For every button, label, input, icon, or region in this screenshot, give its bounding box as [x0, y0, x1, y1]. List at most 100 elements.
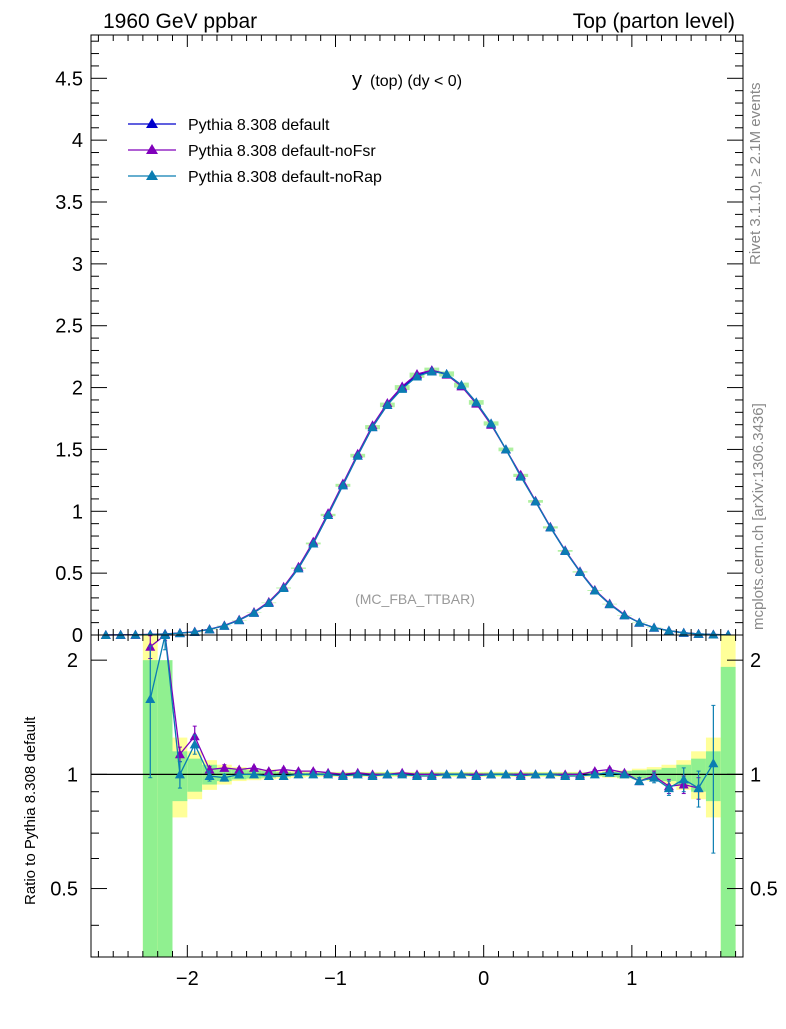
series-point [575, 566, 585, 576]
series-point [486, 418, 497, 428]
ratio-series-point [500, 769, 511, 779]
series-point [352, 450, 363, 460]
ratio-series-point [293, 769, 304, 779]
series-point [471, 397, 482, 407]
ratio-series-point [515, 771, 526, 781]
main-ytick-label: 3.5 [55, 192, 83, 214]
header-right: Top (parton level) [573, 10, 735, 33]
ratio-ytick-label-right: 0.5 [750, 879, 778, 901]
ratio-ytick-label-right: 2 [750, 650, 761, 672]
ratio-band-inner [720, 666, 736, 957]
series-point [412, 371, 422, 381]
ratio-frame [90, 634, 744, 958]
main-ytick-label: 4.5 [55, 68, 83, 90]
ratio-ytick-label: 1 [67, 764, 78, 786]
mcplots-label: mcplots.cern.ch [arXiv:1306.3436] [750, 403, 767, 630]
ratio-series-point [219, 762, 230, 772]
series-point [323, 510, 334, 519]
ratio-band-inner [142, 660, 158, 957]
xtick-label: 1 [626, 968, 637, 990]
xtick-label: −2 [176, 968, 199, 990]
ratio-series-point [412, 771, 422, 781]
ratio-series-point [337, 771, 348, 781]
legend-label: Pythia 8.308 default-noFsr [188, 143, 376, 160]
ratio-series-point [471, 771, 482, 781]
ratio-series-point [367, 771, 378, 781]
ratio-series-point [693, 783, 704, 793]
ratio-series-point [441, 769, 452, 779]
ratio-series-point [397, 769, 408, 779]
legend-label: Pythia 8.308 default-noRap [188, 169, 382, 186]
ratio-ytick-label: 0.5 [50, 879, 78, 901]
ratio-series-point [189, 739, 200, 749]
ratio-series-point [308, 769, 319, 779]
ratio-series-point [174, 769, 185, 779]
main-ytick-label: 3 [72, 254, 83, 276]
ratio-series-point [278, 764, 289, 774]
ratio-series-point [589, 769, 600, 779]
main-ytick-label: 2.5 [55, 316, 83, 338]
main-title-y: y [352, 69, 362, 91]
series-point [234, 615, 245, 625]
analysis-label: (MC_FBA_TTBAR) [355, 591, 475, 607]
series-point [189, 626, 200, 636]
ratio-series-1 [145, 630, 719, 854]
ratio-series-point [530, 769, 541, 779]
ratio-series-point [634, 776, 645, 786]
ratio-series-point [426, 771, 437, 781]
ratio-series-point [219, 772, 230, 782]
main-ytick-label: 1.5 [55, 439, 83, 461]
series-point [604, 599, 615, 609]
ratio-series-line [149, 634, 714, 789]
ratio-panel: 0.5 0.5 1 1 2 2 −2 −1 0 1 [50, 630, 778, 990]
ratio-series-point [234, 769, 245, 779]
series-point [693, 628, 704, 638]
ratio-ylabel: Ratio to Pythia 8.308 default [22, 716, 39, 905]
series-point [663, 625, 674, 635]
ratio-series-point [204, 771, 215, 781]
header-left: 1960 GeV ppbar [103, 10, 257, 33]
ratio-series-point [619, 769, 630, 779]
ratio-series-point [456, 769, 467, 779]
ratio-series-point [486, 769, 497, 779]
series-point [293, 563, 304, 573]
xtick-label: 0 [478, 968, 489, 990]
series-point [619, 610, 630, 620]
series-point [219, 620, 230, 630]
series-point [456, 380, 467, 390]
main-ytick-label: 1 [72, 501, 83, 523]
series-point [337, 480, 348, 490]
ratio-series-point [663, 783, 674, 793]
series-point [308, 538, 319, 548]
series-point [249, 607, 259, 617]
ratio-series-point [560, 771, 571, 781]
ratio-series-point [575, 771, 585, 781]
ratio-series-point [382, 769, 393, 779]
xtick-label: −1 [324, 968, 347, 990]
ratio-series-point [352, 769, 363, 779]
series-point [708, 629, 719, 639]
series-point [649, 622, 660, 632]
main-ytick-label: 0 [72, 625, 83, 647]
series-point [397, 383, 408, 393]
main-title-rest: (top) (dy < 0) [370, 73, 462, 90]
series-point [100, 629, 111, 639]
series-point [441, 368, 452, 378]
ratio-series-point [649, 772, 660, 782]
series-point [204, 624, 215, 634]
ratio-series-point [708, 758, 719, 768]
series-point [426, 366, 437, 376]
legend-label: Pythia 8.308 default [188, 117, 330, 134]
ratio-band-inner [187, 758, 203, 792]
main-panel: 0 0.5 1 1.5 2 2.5 3 3.5 4 4.5 Pythia 8.308 defaul… [55, 34, 744, 647]
series-point [115, 629, 126, 639]
ratio-ytick-label: 2 [67, 650, 78, 672]
series-point [589, 585, 600, 595]
main-ytick-label: 0.5 [55, 563, 83, 585]
ratio-series-point [234, 764, 245, 774]
series-point [367, 422, 378, 432]
series-point [278, 582, 289, 592]
series-point [530, 496, 541, 506]
ratio-series-point [604, 767, 615, 777]
